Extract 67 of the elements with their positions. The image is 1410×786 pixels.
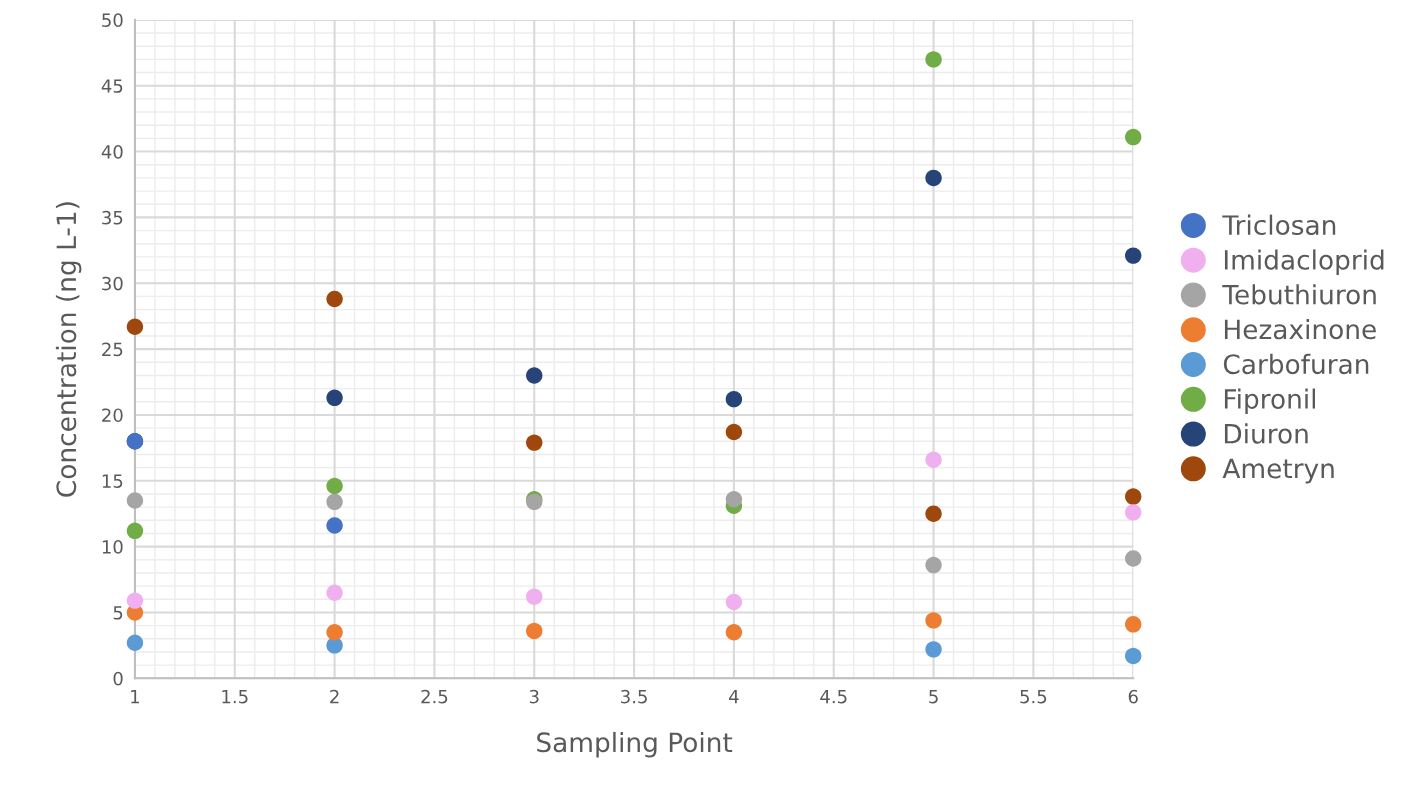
- point: [326, 290, 343, 308]
- point: [1125, 488, 1142, 505]
- point: [326, 624, 343, 641]
- x-tick-label: 3.5: [621, 689, 647, 704]
- point: [925, 51, 942, 68]
- y-tick-label: 5: [113, 606, 123, 620]
- point: [1125, 550, 1142, 567]
- legend-label: Imidacloprid: [1224, 249, 1384, 275]
- point: [126, 634, 144, 651]
- point: [1125, 504, 1142, 521]
- point: [925, 641, 942, 658]
- legend-label: Fipronil: [1224, 388, 1316, 415]
- x-tick-label: 4: [729, 689, 739, 704]
- legend-label: Hezaxinone: [1224, 318, 1376, 340]
- y-tick-label: 45: [101, 79, 123, 93]
- point: [725, 624, 743, 641]
- point: [725, 423, 743, 441]
- x-tick-label: 6: [1128, 689, 1138, 704]
- point: [326, 517, 343, 534]
- point: [925, 612, 942, 629]
- point: [526, 434, 543, 451]
- legend-label: Ametryn: [1222, 458, 1334, 484]
- y-tick-label: 30: [102, 276, 123, 291]
- point: [725, 390, 743, 408]
- x-tick-label: 2: [330, 689, 339, 704]
- point: [526, 588, 543, 605]
- point: [326, 493, 343, 511]
- y-tick-label: 40: [101, 145, 123, 159]
- legend-label: Carbofuran: [1223, 353, 1369, 375]
- point: [326, 389, 343, 407]
- point: [1125, 647, 1142, 665]
- y-tick-label: 0: [113, 671, 123, 686]
- point: [326, 584, 343, 601]
- x-tick-label: 3: [529, 689, 539, 704]
- x-tick-label: 4.5: [820, 689, 847, 704]
- x-tick-label: 2.5: [421, 689, 448, 704]
- point: [126, 318, 144, 335]
- y-tick-label: 10: [102, 540, 123, 554]
- x-tick-label: 5.5: [1020, 689, 1047, 704]
- x-tick-label: 1.5: [222, 689, 248, 704]
- y-tick-label: 25: [102, 342, 123, 357]
- point: [925, 556, 942, 574]
- point: [925, 169, 942, 187]
- point: [1125, 128, 1142, 146]
- legend-label: Tebuthiuron: [1222, 284, 1376, 305]
- y-axis-title: Concentration (ng L-1): [55, 202, 82, 497]
- point: [126, 592, 144, 609]
- legend-label: Diuron: [1224, 423, 1308, 444]
- legend-label: Triclosan: [1222, 214, 1336, 236]
- y-tick-label: 50: [102, 13, 123, 27]
- x-tick-label: 5: [929, 689, 938, 704]
- point: [526, 367, 543, 384]
- point: [925, 451, 942, 468]
- point: [526, 622, 543, 640]
- point: [326, 477, 343, 495]
- x-axis-title: Sampling Point: [537, 731, 733, 758]
- point: [126, 492, 144, 509]
- point: [725, 491, 743, 508]
- y-tick-label: 20: [102, 408, 123, 423]
- point: [126, 522, 144, 540]
- point: [1125, 616, 1142, 633]
- point: [1125, 247, 1142, 264]
- x-tick-label: 1: [131, 689, 140, 704]
- y-tick-label: 35: [102, 210, 123, 225]
- point: [725, 593, 743, 611]
- point: [925, 505, 942, 522]
- y-tick-label: 15: [102, 474, 123, 488]
